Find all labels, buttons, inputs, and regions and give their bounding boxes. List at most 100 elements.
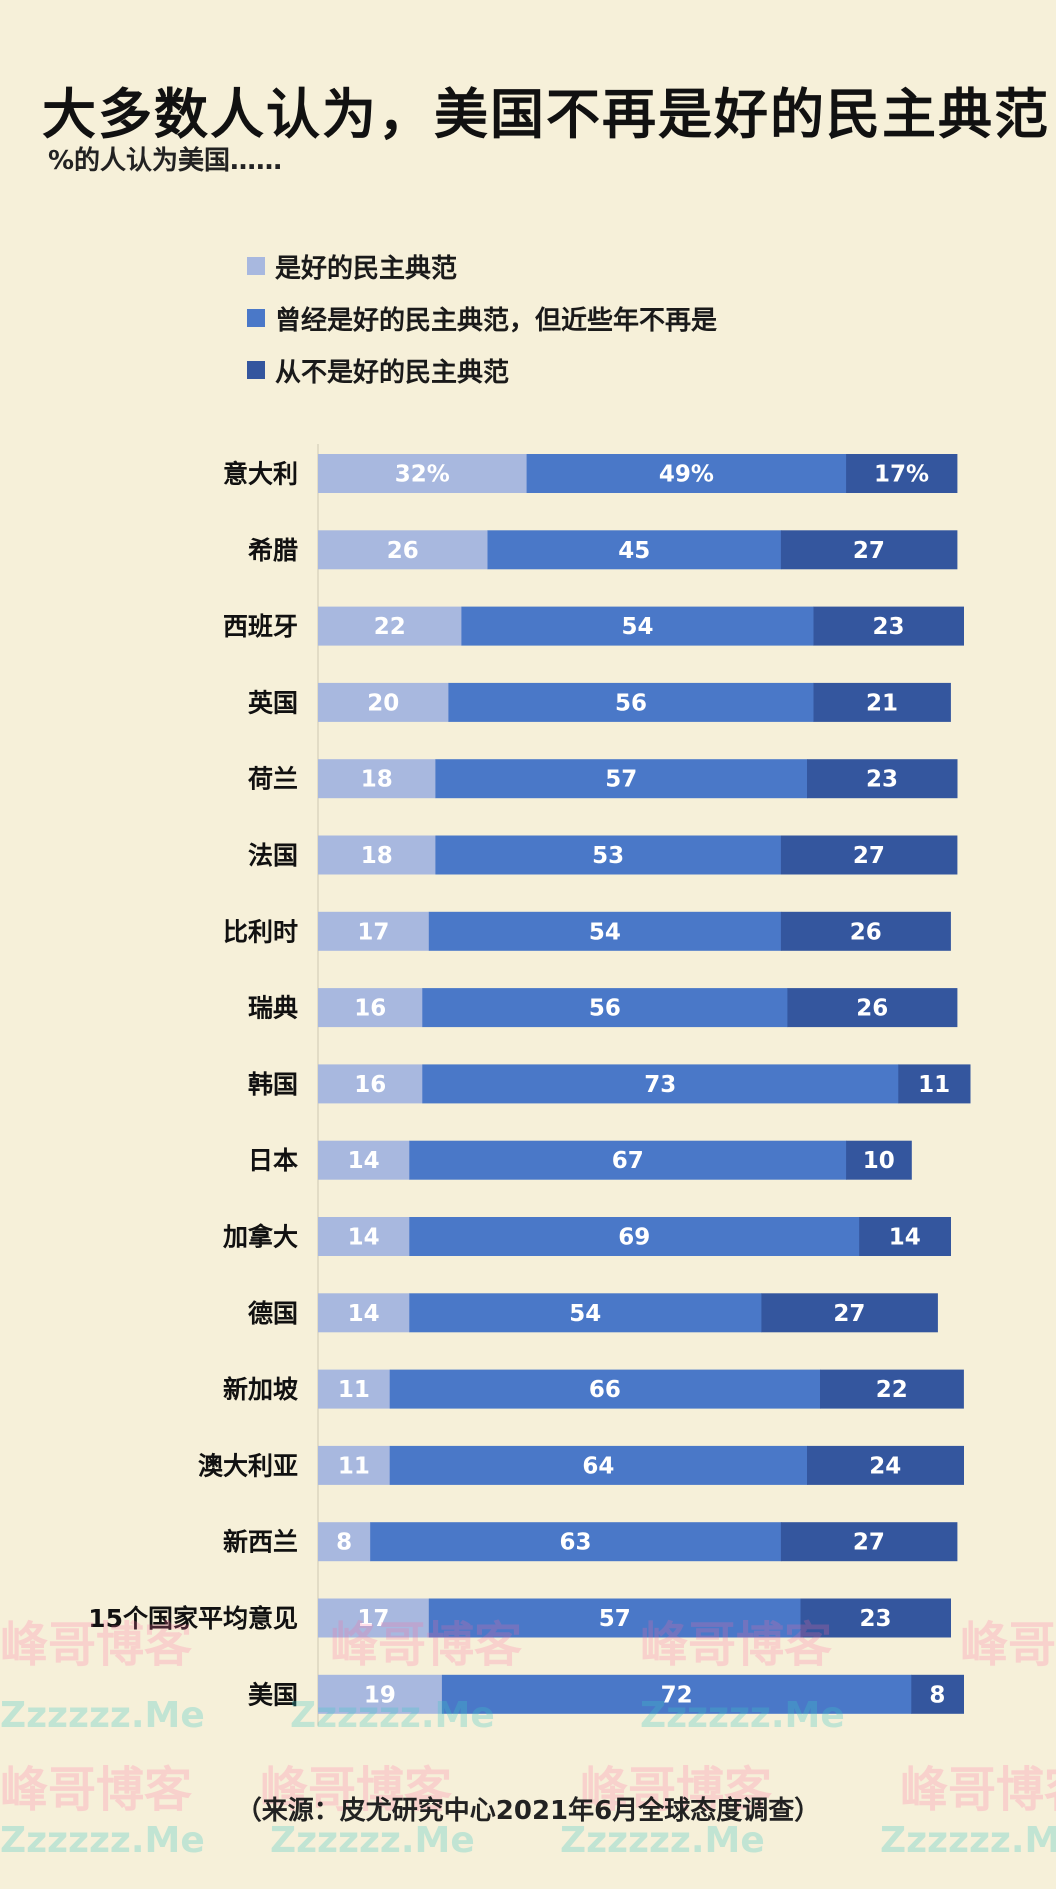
legend-item-never: 从不是好的民主典范 — [247, 344, 717, 396]
bar-segment — [318, 759, 436, 799]
bar-segment — [370, 1522, 782, 1562]
bar-segment — [780, 911, 951, 951]
bar-segment — [318, 1445, 391, 1485]
bar-segment — [409, 1293, 762, 1333]
bar-segment — [318, 606, 462, 646]
data-label: 66 — [589, 1377, 621, 1403]
data-label: 17 — [357, 1606, 389, 1632]
data-label: 11 — [338, 1453, 370, 1479]
data-label: 14 — [889, 1225, 921, 1251]
data-label: 10 — [863, 1148, 895, 1174]
data-label: 49% — [659, 462, 714, 488]
bar-segment — [487, 530, 782, 570]
data-label: 14 — [348, 1225, 380, 1251]
data-label: 11 — [338, 1377, 370, 1403]
data-label: 23 — [872, 614, 904, 640]
data-label: 17 — [357, 919, 389, 945]
data-label: 22 — [876, 1377, 908, 1403]
bar-segment — [800, 1598, 951, 1638]
bar-segment — [318, 454, 528, 493]
legend-label-good: 是好的民主典范 — [275, 253, 458, 284]
data-label: 18 — [361, 843, 393, 869]
data-label: 26 — [387, 538, 419, 564]
data-label: 57 — [599, 1606, 631, 1632]
data-label: 24 — [869, 1453, 901, 1479]
category-label: 加拿大 — [222, 1223, 298, 1252]
bar-segment — [318, 682, 449, 722]
data-label: 67 — [612, 1148, 644, 1174]
legend-item-good: 是好的民主典范 — [247, 240, 717, 292]
legend-label-never: 从不是好的民主典范 — [275, 357, 510, 388]
category-label: 澳大利亚 — [198, 1451, 298, 1480]
bar-segment — [318, 1140, 410, 1180]
data-label: 64 — [582, 1453, 614, 1479]
bar-segment — [409, 1217, 860, 1256]
legend-swatch-never — [247, 361, 265, 379]
category-label: 比利时 — [223, 917, 298, 946]
page-subtitle: %的人认为美国…… — [48, 146, 283, 176]
data-label: 14 — [348, 1301, 380, 1327]
bar-segment — [318, 1293, 410, 1333]
legend-label-no-longer: 曾经是好的民主典范，但近些年不再是 — [275, 305, 718, 336]
legend-item-no-longer: 曾经是好的民主典范，但近些年不再是 — [247, 292, 717, 344]
category-label: 法国 — [248, 841, 298, 870]
bar-segment — [787, 988, 958, 1028]
bar-segment — [318, 1598, 430, 1638]
data-label: 26 — [856, 996, 888, 1022]
data-label: 32% — [395, 462, 450, 488]
category-label: 英国 — [248, 688, 298, 717]
data-label: 21 — [866, 690, 898, 716]
data-label: 54 — [589, 919, 621, 945]
data-label: 18 — [361, 767, 393, 793]
source-note: （来源：皮尤研究中心2021年6月全球态度调查） — [235, 1796, 821, 1826]
bar-segment — [318, 1064, 423, 1104]
category-label: 新加坡 — [223, 1375, 298, 1404]
data-label: 22 — [374, 614, 406, 640]
data-label: 26 — [850, 919, 882, 945]
bar-segment — [318, 988, 423, 1028]
data-label: 27 — [853, 843, 885, 869]
data-label: 16 — [354, 1072, 386, 1098]
bar-segment — [859, 1217, 951, 1256]
bar-segment — [318, 530, 488, 570]
data-label: 53 — [592, 843, 624, 869]
bar-segment — [318, 1522, 371, 1562]
data-label: 73 — [644, 1072, 676, 1098]
category-label: 日本 — [248, 1146, 298, 1175]
data-label: 17% — [874, 462, 929, 488]
bar-segment — [441, 1674, 912, 1714]
data-label: 19 — [364, 1682, 396, 1708]
bar-segment — [422, 988, 788, 1028]
bar-segment — [318, 1674, 443, 1714]
data-label: 69 — [618, 1225, 650, 1251]
data-label: 11 — [918, 1072, 950, 1098]
category-label: 意大利 — [223, 460, 298, 489]
bar-segment — [318, 1369, 391, 1409]
bar-segment — [318, 911, 430, 951]
data-label: 27 — [833, 1301, 865, 1327]
bar-segment — [807, 759, 958, 799]
category-label: 德国 — [248, 1299, 298, 1328]
chart-legend: 是好的民主典范 曾经是好的民主典范，但近些年不再是 从不是好的民主典范 — [247, 240, 717, 396]
data-label: 45 — [618, 538, 650, 564]
bar-segment — [898, 1064, 971, 1104]
bar-segment — [813, 682, 951, 722]
bar-segment — [409, 1140, 847, 1180]
bar-segment — [428, 911, 782, 951]
data-label: 54 — [621, 614, 653, 640]
bar-segment — [526, 454, 847, 493]
bar-segment — [318, 835, 436, 875]
category-label: 荷兰 — [248, 765, 298, 794]
legend-swatch-good — [247, 257, 265, 275]
data-label: 16 — [354, 996, 386, 1022]
bar-segment — [846, 454, 958, 493]
legend-swatch-no-longer — [247, 309, 265, 327]
bar-segment — [428, 1598, 801, 1638]
category-label: 瑞典 — [248, 994, 298, 1023]
data-label: 23 — [859, 1606, 891, 1632]
bar-segment — [911, 1674, 964, 1714]
category-label: 15个国家平均意见 — [88, 1604, 298, 1633]
data-label: 27 — [853, 538, 885, 564]
data-label: 8 — [336, 1530, 352, 1556]
